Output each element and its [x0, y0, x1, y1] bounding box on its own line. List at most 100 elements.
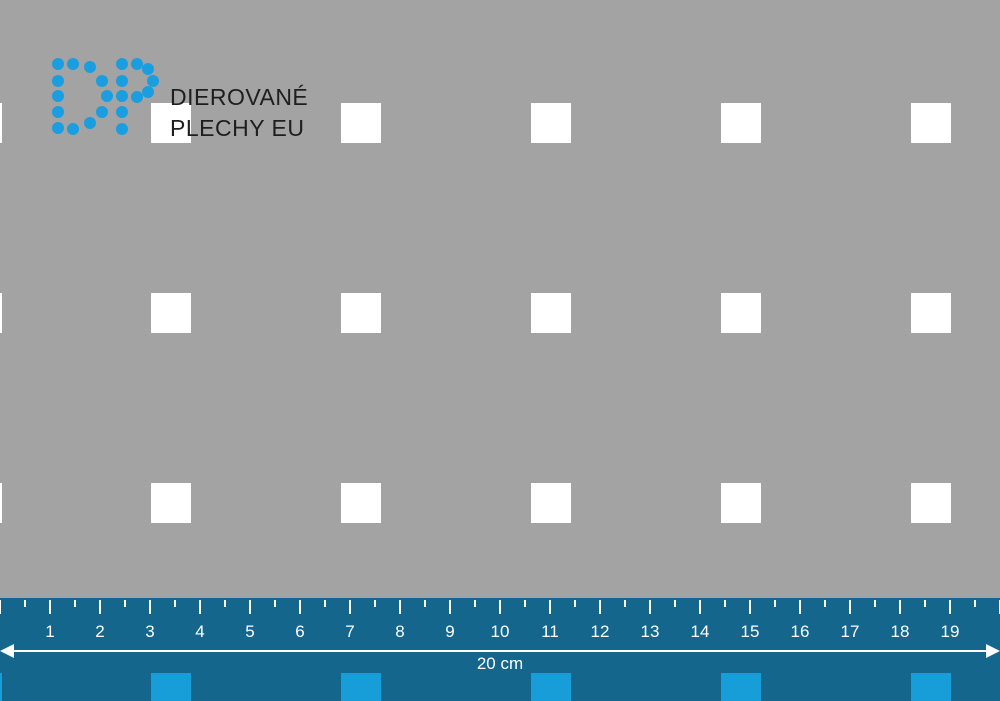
ruler-major-tick — [299, 600, 301, 614]
ruler-minor-tick — [24, 600, 26, 607]
logo-line1: DIEROVANÉ — [170, 84, 309, 110]
ruler-minor-tick — [224, 600, 226, 607]
logo-dot — [142, 63, 155, 75]
ruler-minor-tick — [524, 600, 526, 607]
logo-dot — [52, 89, 65, 102]
ruler-minor-tick — [124, 600, 126, 607]
ruler-major-tick — [49, 600, 51, 614]
logo-dot — [52, 105, 65, 118]
ruler-minor-tick — [74, 600, 76, 607]
ruler-major-tick — [899, 600, 901, 614]
square-hole — [151, 483, 191, 523]
logo-text: DIEROVANÉ PLECHY EU — [170, 82, 308, 144]
ruler-major-tick — [549, 600, 551, 614]
logo-line2: PLECHY EU — [170, 115, 305, 141]
ruler-band: 20 cm 1 2 3 4 5 6 7 8 9 10 11 12 13 14 15 16 17 18 19 — [0, 598, 1000, 701]
ruler-minor-tick — [824, 600, 826, 607]
logo-dot — [84, 116, 96, 129]
band-square-hole — [151, 673, 191, 701]
logo-dot — [67, 58, 80, 70]
width-label: 20 cm — [476, 654, 524, 673]
ruler-number: 12 — [590, 622, 610, 641]
logo-dot — [130, 90, 143, 103]
ruler-number: 11 — [541, 622, 559, 641]
ruler-minor-tick — [674, 600, 676, 607]
band-square-hole — [0, 673, 2, 701]
ruler-number: 9 — [445, 622, 455, 641]
ruler-minor-tick — [724, 600, 726, 607]
ruler-number: 8 — [395, 622, 405, 641]
logo-dot — [100, 89, 113, 102]
arrow-right-icon — [986, 644, 1000, 658]
square-hole — [721, 483, 761, 523]
dimension-arrow — [0, 644, 1000, 658]
ruler-minor-tick — [474, 600, 476, 607]
arrow-left-icon — [0, 644, 14, 658]
ruler-number: 5 — [245, 622, 255, 641]
ruler-minor-tick — [574, 600, 576, 607]
ruler-number: 3 — [145, 622, 155, 641]
band-square-hole — [531, 673, 571, 701]
square-hole — [0, 483, 2, 523]
logo-dot — [115, 123, 128, 135]
square-hole — [911, 103, 951, 143]
ruler-minor-tick — [924, 600, 926, 607]
square-hole — [531, 293, 571, 333]
square-hole — [721, 103, 761, 143]
square-hole — [0, 293, 2, 333]
square-hole — [911, 483, 951, 523]
ruler-minor-tick — [774, 600, 776, 607]
ruler-minor-tick — [874, 600, 876, 607]
square-hole — [341, 293, 381, 333]
ruler-minor-tick — [374, 600, 376, 607]
logo-dot — [95, 74, 108, 87]
ruler-major-tick — [99, 600, 101, 614]
ruler-major-tick — [399, 600, 401, 614]
logo-dot — [115, 105, 128, 118]
logo-dot — [52, 74, 65, 87]
band-square-hole — [341, 673, 381, 701]
ruler-minor-tick — [624, 600, 626, 607]
logo-dot — [67, 123, 80, 135]
ruler-major-tick — [949, 600, 951, 614]
square-hole — [341, 103, 381, 143]
ruler-major-tick — [699, 600, 701, 614]
logo-dot — [130, 58, 143, 70]
band-square-hole — [911, 673, 951, 701]
square-hole — [721, 293, 761, 333]
logo-dot — [52, 122, 65, 135]
ruler-number: 4 — [195, 622, 205, 641]
ruler-major-tick — [149, 600, 151, 614]
ruler-major-tick — [849, 600, 851, 614]
square-hole — [0, 103, 2, 143]
ruler-major-tick — [499, 600, 501, 614]
ruler-major-tick — [749, 600, 751, 614]
square-hole — [531, 483, 571, 523]
ruler-major-tick — [0, 600, 1, 614]
logo-dot — [115, 74, 128, 87]
ruler-number: 16 — [790, 622, 810, 641]
ruler-number: 15 — [740, 622, 760, 641]
ruler-number: 1 — [45, 622, 55, 641]
ruler-minor-tick — [424, 600, 426, 607]
logo-dot — [147, 74, 160, 87]
ruler-number: 17 — [840, 622, 860, 641]
ruler-major-tick — [199, 600, 201, 614]
logo-dot — [142, 85, 155, 98]
logo-dot — [52, 58, 65, 70]
ruler-major-tick — [449, 600, 451, 614]
ruler-minor-tick — [974, 600, 976, 607]
ruler-minor-tick — [274, 600, 276, 607]
ruler-major-tick — [349, 600, 351, 614]
ruler-major-tick — [249, 600, 251, 614]
logo-dot — [115, 58, 128, 70]
ruler-number: 10 — [490, 622, 510, 641]
square-hole — [911, 293, 951, 333]
ruler-number: 6 — [295, 622, 305, 641]
ruler-major-tick — [649, 600, 651, 614]
band-square-hole — [721, 673, 761, 701]
ruler-number: 7 — [345, 622, 355, 641]
ruler-number: 13 — [640, 622, 660, 641]
ruler-number: 19 — [940, 622, 960, 641]
ruler-minor-tick — [324, 600, 326, 607]
